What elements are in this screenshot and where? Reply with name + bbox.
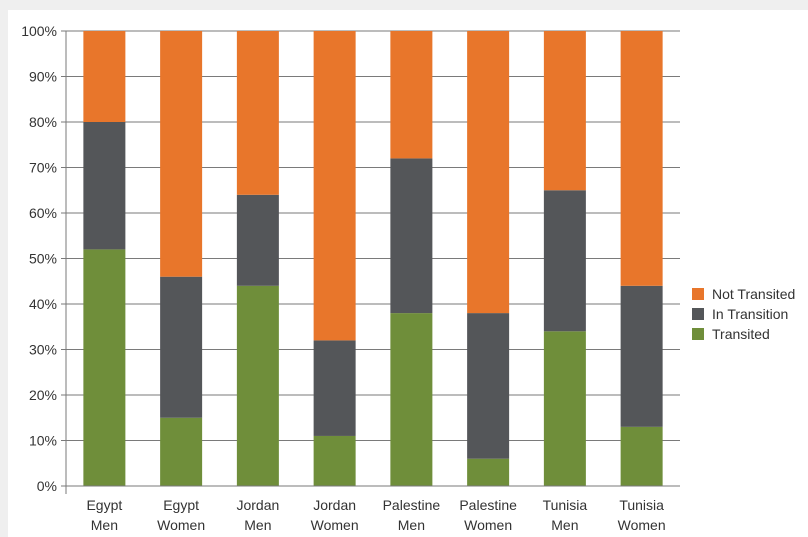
bar-segment-in-transition (313, 340, 356, 436)
x-category-label: Men (551, 517, 578, 533)
legend-label: Not Transited (712, 286, 795, 302)
y-tick-label: 20% (29, 387, 57, 403)
bar-segment-in-transition (620, 285, 663, 427)
x-category-label: Women (311, 517, 359, 533)
x-category-labels: Egypt Men Egypt Women Jordan Men Jordan Women Pa… (86, 497, 665, 533)
bar-segment-not-transited (467, 31, 510, 314)
y-tick-label: 50% (29, 251, 57, 267)
y-tick-label: 100% (21, 23, 57, 39)
x-category-label: Men (244, 517, 271, 533)
y-tick-label: 30% (29, 342, 57, 358)
x-category-label: Women (464, 517, 512, 533)
bar-segment-in-transition (543, 190, 586, 332)
bar-segment-in-transition (390, 158, 433, 314)
bar-segment-not-transited (313, 31, 356, 341)
y-tick-label: 40% (29, 296, 57, 312)
x-category-label: Tunisia (619, 497, 664, 513)
x-category-label: Women (157, 517, 205, 533)
bar-segment-not-transited (390, 31, 433, 159)
bar-segment-not-transited (83, 31, 126, 122)
bar-segment-not-transited (160, 31, 203, 277)
y-tick-label: 0% (37, 478, 57, 494)
legend: Not Transited In Transition Transited (692, 286, 795, 342)
y-tick-labels: 0% 10% 20% 30% 40% 50% 60% 70% 80% 90% 100% (21, 23, 57, 494)
x-category-label: Men (91, 517, 118, 533)
bar-segment-not-transited (543, 31, 586, 191)
bar-segment-in-transition (467, 313, 510, 459)
legend-swatch (692, 288, 704, 300)
bar-segment-not-transited (620, 31, 663, 286)
y-tick-label: 60% (29, 205, 57, 221)
legend-label: Transited (712, 326, 770, 342)
x-category-label: Jordan (236, 497, 279, 513)
bar-segment-transited (83, 249, 126, 486)
bars (83, 31, 663, 486)
bar-segment-transited (160, 417, 203, 486)
legend-label: In Transition (712, 306, 788, 322)
bar-segment-transited (313, 435, 356, 486)
y-tick-label: 90% (29, 69, 57, 85)
bar-segment-transited (467, 458, 510, 486)
axes (61, 30, 680, 494)
x-category-label: Women (618, 517, 666, 533)
bar-segment-transited (620, 426, 663, 486)
x-category-label: Tunisia (543, 497, 588, 513)
bar-segment-transited (543, 331, 586, 486)
bar-segment-transited (236, 285, 279, 486)
x-category-label: Jordan (313, 497, 356, 513)
x-category-label: Egypt (163, 497, 199, 513)
bar-segment-not-transited (236, 31, 279, 195)
x-category-label: Men (398, 517, 425, 533)
bar-segment-transited (390, 313, 433, 486)
y-tick-label: 10% (29, 433, 57, 449)
bar-segment-in-transition (83, 122, 126, 250)
x-category-label: Palestine (383, 497, 441, 513)
y-tick-label: 80% (29, 114, 57, 130)
x-category-label: Palestine (459, 497, 517, 513)
y-tick-label: 70% (29, 160, 57, 176)
bar-segment-in-transition (160, 276, 203, 418)
x-category-label: Egypt (86, 497, 122, 513)
legend-swatch (692, 308, 704, 320)
bar-segment-in-transition (236, 194, 279, 286)
legend-swatch (692, 328, 704, 340)
